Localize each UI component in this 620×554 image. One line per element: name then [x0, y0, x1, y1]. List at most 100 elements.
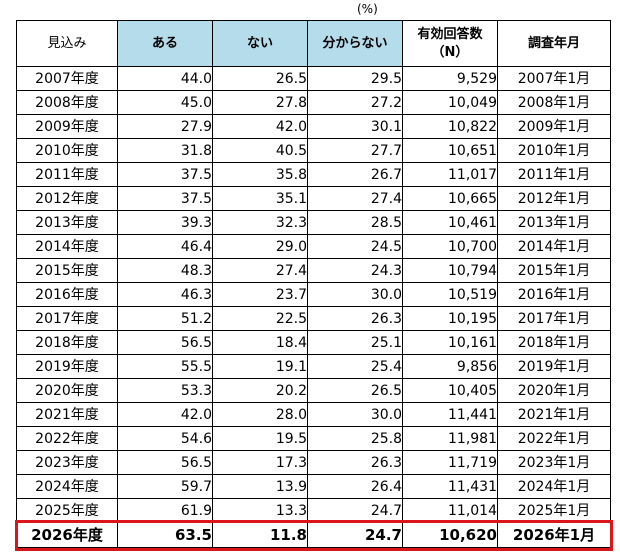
- table-row: 2009年度 27.9 42.0 30.1 10,822 2009年1月: [16, 114, 611, 139]
- no-cell: 13.3: [212, 498, 308, 523]
- col-header-valid-responses: 有効回答数 （N）: [402, 20, 498, 67]
- date-cell: 2009年1月: [497, 114, 611, 139]
- yes-cell: 31.8: [117, 138, 213, 163]
- unknown-cell: 24.7: [307, 522, 403, 548]
- unknown-cell: 24.3: [307, 258, 403, 283]
- no-cell: 32.3: [212, 210, 308, 235]
- date-cell: 2024年1月: [497, 474, 611, 499]
- year-cell: 2020年度: [16, 378, 118, 403]
- date-cell: 2023年1月: [497, 450, 611, 475]
- no-cell: 18.4: [212, 330, 308, 355]
- unknown-cell: 27.4: [307, 186, 403, 211]
- no-cell: 35.8: [212, 162, 308, 187]
- date-cell: 2017年1月: [497, 306, 611, 331]
- no-cell: 19.1: [212, 354, 308, 379]
- no-cell: 29.0: [212, 234, 308, 259]
- yes-cell: 46.4: [117, 234, 213, 259]
- yes-cell: 42.0: [117, 402, 213, 427]
- unknown-cell: 25.1: [307, 330, 403, 355]
- responses-cell: 10,822: [402, 114, 498, 139]
- date-cell: 2026年1月: [497, 522, 611, 548]
- table-row-latest: 2026年度 63.5 11.8 24.7 10,620 2026年1月: [16, 522, 611, 548]
- year-cell: 2010年度: [16, 138, 118, 163]
- yes-cell: 48.3: [117, 258, 213, 283]
- yes-cell: 53.3: [117, 378, 213, 403]
- unknown-cell: 30.0: [307, 402, 403, 427]
- yes-cell: 61.9: [117, 498, 213, 523]
- responses-cell: 11,017: [402, 162, 498, 187]
- responses-cell: 10,461: [402, 210, 498, 235]
- yes-cell: 54.6: [117, 426, 213, 451]
- year-cell: 2025年度: [16, 498, 118, 523]
- unknown-cell: 26.3: [307, 306, 403, 331]
- no-cell: 35.1: [212, 186, 308, 211]
- responses-cell: 10,161: [402, 330, 498, 355]
- table-row: 2025年度 61.9 13.3 24.7 11,014 2025年1月: [16, 498, 611, 523]
- no-cell: 13.9: [212, 474, 308, 499]
- year-cell: 2018年度: [16, 330, 118, 355]
- year-cell: 2022年度: [16, 426, 118, 451]
- no-cell: 42.0: [212, 114, 308, 139]
- yes-cell: 46.3: [117, 282, 213, 307]
- responses-cell: 11,981: [402, 426, 498, 451]
- date-cell: 2016年1月: [497, 282, 611, 307]
- unknown-cell: 24.5: [307, 234, 403, 259]
- year-cell: 2021年度: [16, 402, 118, 427]
- year-cell: 2014年度: [16, 234, 118, 259]
- unknown-cell: 26.3: [307, 450, 403, 475]
- unknown-cell: 30.1: [307, 114, 403, 139]
- responses-cell: 11,431: [402, 474, 498, 499]
- yes-cell: 51.2: [117, 306, 213, 331]
- yes-cell: 56.5: [117, 450, 213, 475]
- col-header-no: ない: [212, 20, 308, 67]
- table-row: 2017年度 51.2 22.5 26.3 10,195 2017年1月: [16, 306, 611, 331]
- year-cell: 2013年度: [16, 210, 118, 235]
- unknown-cell: 30.0: [307, 282, 403, 307]
- year-cell: 2016年度: [16, 282, 118, 307]
- col-header-survey-date: 調査年月: [497, 20, 611, 67]
- table-row: 2013年度 39.3 32.3 28.5 10,461 2013年1月: [16, 210, 611, 235]
- table-row: 2018年度 56.5 18.4 25.1 10,161 2018年1月: [16, 330, 611, 355]
- no-cell: 26.5: [212, 66, 308, 91]
- year-cell: 2009年度: [16, 114, 118, 139]
- date-cell: 2014年1月: [497, 234, 611, 259]
- year-cell: 2024年度: [16, 474, 118, 499]
- unknown-cell: 24.7: [307, 498, 403, 523]
- date-cell: 2013年1月: [497, 210, 611, 235]
- col-header-yes: ある: [117, 20, 213, 67]
- date-cell: 2011年1月: [497, 162, 611, 187]
- no-cell: 20.2: [212, 378, 308, 403]
- responses-cell: 9,856: [402, 354, 498, 379]
- yes-cell: 59.7: [117, 474, 213, 499]
- year-cell: 2015年度: [16, 258, 118, 283]
- date-cell: 2015年1月: [497, 258, 611, 283]
- date-cell: 2012年1月: [497, 186, 611, 211]
- date-cell: 2007年1月: [497, 66, 611, 91]
- no-cell: 23.7: [212, 282, 308, 307]
- responses-cell: 10,405: [402, 378, 498, 403]
- year-cell: 2019年度: [16, 354, 118, 379]
- unit-label: (%): [357, 2, 378, 16]
- yes-cell: 39.3: [117, 210, 213, 235]
- unknown-cell: 26.7: [307, 162, 403, 187]
- table-row: 2023年度 56.5 17.3 26.3 11,719 2023年1月: [16, 450, 611, 475]
- responses-cell: 11,719: [402, 450, 498, 475]
- table-row: 2020年度 53.3 20.2 26.5 10,405 2020年1月: [16, 378, 611, 403]
- no-cell: 28.0: [212, 402, 308, 427]
- table-row: 2010年度 31.8 40.5 27.7 10,651 2010年1月: [16, 138, 611, 163]
- responses-cell: 11,014: [402, 498, 498, 523]
- year-cell: 2017年度: [16, 306, 118, 331]
- year-cell: 2011年度: [16, 162, 118, 187]
- responses-cell: 10,700: [402, 234, 498, 259]
- unknown-cell: 25.8: [307, 426, 403, 451]
- yes-cell: 37.5: [117, 162, 213, 187]
- date-cell: 2021年1月: [497, 402, 611, 427]
- no-cell: 17.3: [212, 450, 308, 475]
- date-cell: 2022年1月: [497, 426, 611, 451]
- year-cell: 2012年度: [16, 186, 118, 211]
- col-header-unknown: 分からない: [307, 20, 403, 67]
- no-cell: 11.8: [212, 522, 308, 548]
- results-table: 見込み ある ない 分からない 有効回答数 （N） 調査年月 2007年度 44.…: [16, 20, 611, 548]
- header-row: 見込み ある ない 分からない 有効回答数 （N） 調査年月: [16, 20, 611, 67]
- year-cell: 2023年度: [16, 450, 118, 475]
